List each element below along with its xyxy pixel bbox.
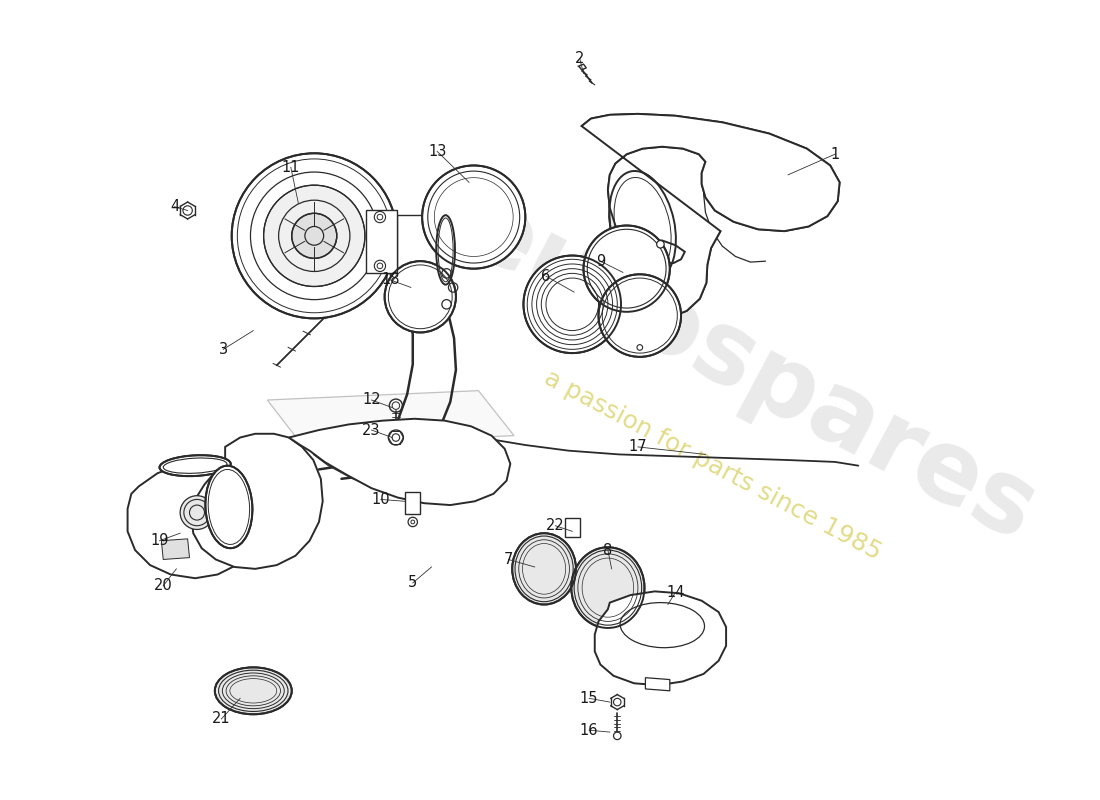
Polygon shape	[405, 492, 420, 514]
Text: 8: 8	[603, 542, 613, 558]
Ellipse shape	[609, 171, 675, 282]
Circle shape	[292, 214, 337, 258]
Ellipse shape	[206, 466, 252, 548]
Text: 17: 17	[628, 439, 647, 454]
Ellipse shape	[437, 215, 455, 285]
Circle shape	[385, 261, 455, 333]
Text: 12: 12	[362, 393, 381, 407]
Circle shape	[264, 185, 365, 286]
Polygon shape	[128, 462, 264, 578]
Text: 20: 20	[154, 578, 173, 594]
Text: 19: 19	[151, 534, 168, 548]
Circle shape	[374, 211, 386, 222]
Text: 7: 7	[504, 552, 513, 567]
Polygon shape	[162, 539, 189, 559]
Circle shape	[408, 518, 418, 526]
Text: 16: 16	[580, 722, 598, 738]
Polygon shape	[267, 390, 514, 445]
Polygon shape	[397, 215, 446, 285]
Text: 5: 5	[408, 575, 417, 590]
Text: 9: 9	[596, 254, 605, 269]
Text: 21: 21	[212, 711, 231, 726]
Text: 15: 15	[580, 691, 598, 706]
Circle shape	[598, 274, 681, 357]
Circle shape	[614, 732, 622, 739]
Polygon shape	[646, 678, 670, 691]
Text: 6: 6	[541, 269, 551, 284]
Polygon shape	[564, 518, 580, 537]
Polygon shape	[595, 591, 726, 685]
Circle shape	[614, 698, 622, 706]
Circle shape	[180, 496, 213, 530]
Text: 4: 4	[169, 199, 179, 214]
Text: 18: 18	[381, 273, 399, 287]
Polygon shape	[289, 418, 510, 505]
Text: 1: 1	[830, 146, 839, 162]
Ellipse shape	[214, 667, 292, 714]
Circle shape	[583, 226, 670, 312]
Polygon shape	[579, 64, 586, 70]
Ellipse shape	[571, 547, 645, 628]
Polygon shape	[191, 434, 322, 569]
Text: eurospares: eurospares	[449, 181, 1053, 563]
Polygon shape	[366, 210, 397, 274]
Ellipse shape	[160, 455, 231, 476]
Circle shape	[232, 154, 397, 318]
Circle shape	[392, 434, 399, 442]
Text: 22: 22	[546, 518, 564, 534]
Text: 10: 10	[372, 492, 390, 507]
Text: 2: 2	[575, 51, 584, 66]
Circle shape	[422, 166, 526, 269]
Text: 11: 11	[282, 160, 300, 175]
Ellipse shape	[513, 534, 576, 605]
Text: a passion for parts since 1985: a passion for parts since 1985	[540, 366, 886, 565]
Circle shape	[657, 241, 664, 248]
Text: 14: 14	[667, 585, 684, 600]
Polygon shape	[582, 114, 839, 318]
Circle shape	[374, 260, 386, 271]
Text: 13: 13	[428, 144, 447, 159]
Text: 23: 23	[362, 422, 381, 438]
Circle shape	[524, 255, 622, 353]
Text: 3: 3	[219, 342, 228, 357]
